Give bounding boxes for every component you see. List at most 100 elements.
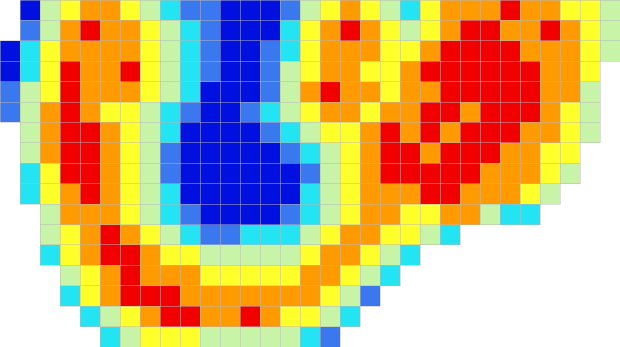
cell <box>439 0 461 21</box>
cell <box>499 101 521 123</box>
cell <box>219 20 241 42</box>
cell <box>19 183 41 205</box>
cell <box>319 183 341 205</box>
cell <box>439 81 461 103</box>
cell <box>459 40 481 62</box>
cell <box>439 101 461 123</box>
cell <box>119 60 141 82</box>
cell <box>219 326 241 347</box>
cell <box>259 122 281 144</box>
cell <box>319 101 341 123</box>
cell <box>459 163 481 184</box>
cell <box>39 203 61 225</box>
cell <box>119 305 141 327</box>
cell <box>99 183 121 205</box>
cell <box>439 60 461 82</box>
cell <box>279 40 301 62</box>
cell <box>199 81 221 103</box>
cell <box>479 122 501 144</box>
cell <box>439 122 461 144</box>
cell <box>259 0 281 21</box>
cell <box>539 183 561 205</box>
cell <box>79 183 101 205</box>
cell <box>99 305 121 327</box>
cell <box>239 305 261 327</box>
cell <box>279 305 301 327</box>
cell <box>139 305 161 327</box>
cell <box>119 101 141 123</box>
cell <box>19 163 41 184</box>
cell <box>439 224 461 246</box>
cell <box>539 142 561 164</box>
cell <box>519 20 541 42</box>
cell <box>79 224 101 246</box>
cell <box>399 81 421 103</box>
cell <box>419 20 441 42</box>
cell <box>559 81 581 103</box>
cell <box>419 203 441 225</box>
cell <box>299 60 321 82</box>
cell <box>159 101 181 123</box>
cell <box>439 163 461 184</box>
cell <box>539 60 561 82</box>
cell <box>479 203 501 225</box>
cell <box>479 20 501 42</box>
cell <box>299 203 321 225</box>
cell <box>59 20 81 42</box>
cell <box>239 20 261 42</box>
cell <box>159 40 181 62</box>
cell <box>219 163 241 184</box>
cell <box>159 305 181 327</box>
cell <box>99 163 121 184</box>
cell <box>179 60 201 82</box>
cell <box>299 122 321 144</box>
cell <box>379 40 401 62</box>
cell <box>179 81 201 103</box>
cell <box>499 183 521 205</box>
cell <box>379 101 401 123</box>
cell <box>259 265 281 287</box>
cell <box>339 163 361 184</box>
cell <box>239 122 261 144</box>
cell <box>239 163 261 184</box>
cell <box>239 81 261 103</box>
cell <box>479 101 501 123</box>
cell <box>99 203 121 225</box>
cell <box>19 40 41 62</box>
cell <box>39 183 61 205</box>
cell <box>219 122 241 144</box>
cell <box>259 20 281 42</box>
cell <box>79 163 101 184</box>
cell <box>79 285 101 307</box>
cell <box>399 20 421 42</box>
cell <box>379 81 401 103</box>
cell <box>59 142 81 164</box>
cell <box>339 305 361 327</box>
cell <box>559 101 581 123</box>
cell <box>339 122 361 144</box>
cell <box>259 60 281 82</box>
cell <box>319 81 341 103</box>
cell <box>339 142 361 164</box>
cell <box>379 244 401 266</box>
cell <box>139 122 161 144</box>
cell <box>279 326 301 347</box>
cell <box>419 0 441 21</box>
cell <box>199 285 221 307</box>
cell <box>499 20 521 42</box>
cell <box>239 244 261 266</box>
cell <box>439 203 461 225</box>
cell <box>79 101 101 123</box>
cell <box>79 81 101 103</box>
cell <box>539 0 561 21</box>
cell <box>139 0 161 21</box>
cell <box>499 40 521 62</box>
cell <box>359 244 381 266</box>
cell <box>339 285 361 307</box>
cell <box>259 142 281 164</box>
cell <box>559 163 581 184</box>
cell <box>339 60 361 82</box>
cell <box>179 326 201 347</box>
cell <box>79 20 101 42</box>
